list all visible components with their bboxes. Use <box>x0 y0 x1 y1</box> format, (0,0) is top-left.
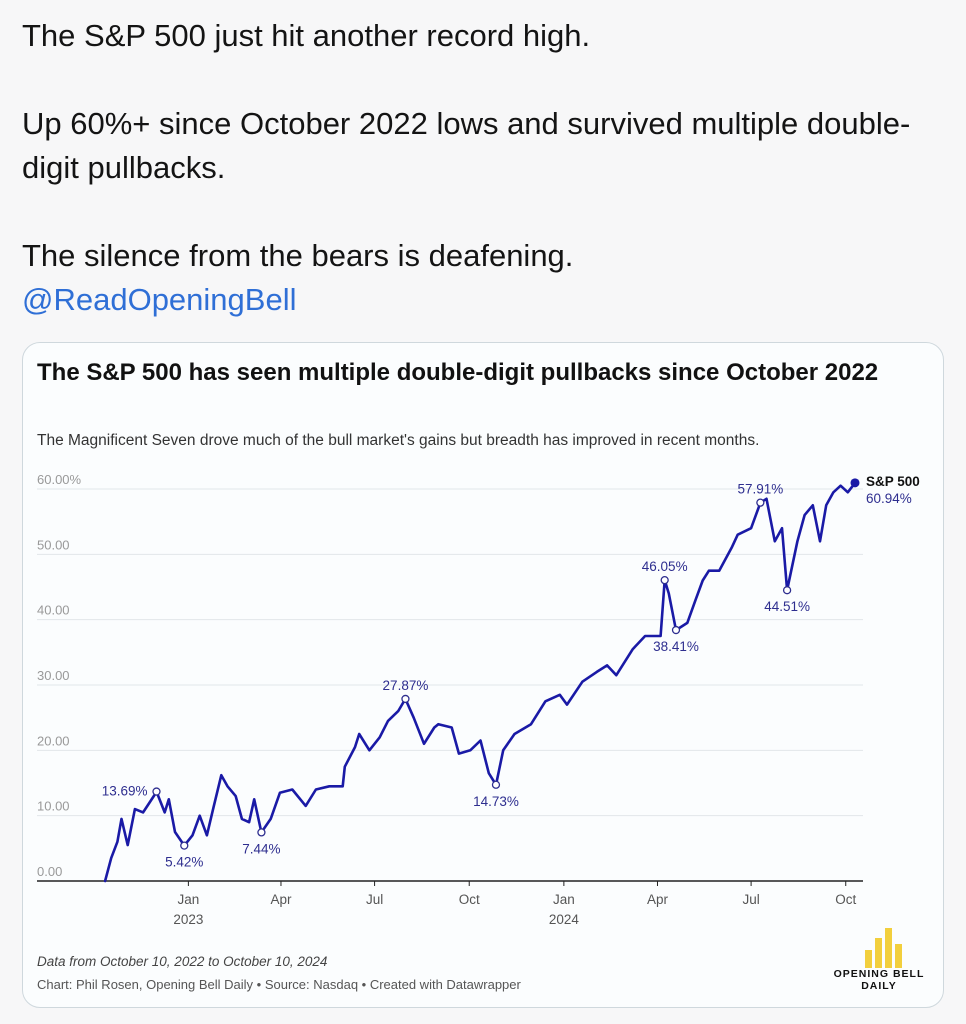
annotation-marker <box>491 780 501 789</box>
y-tick-label: 30.00 <box>37 668 70 683</box>
x-tick-sublabel: 2024 <box>549 912 580 927</box>
chart-note: Data from October 10, 2022 to October 10… <box>37 954 328 969</box>
annotation-marker <box>756 498 765 507</box>
x-tick-label: Apr <box>647 892 669 907</box>
annotation-label: 14.73% <box>473 794 519 809</box>
tweet-line-3: The silence from the bears is deafening. <box>22 238 574 273</box>
x-tick-label: Oct <box>459 892 480 907</box>
x-tick-label: Jul <box>742 892 759 907</box>
annotation-label: 27.87% <box>383 678 429 693</box>
annotation-marker <box>671 625 681 635</box>
chart-card[interactable]: The S&P 500 has seen multiple double-dig… <box>22 342 944 1008</box>
chart-plot: 0.00 10.00 20.00 30.00 40.00 50.00 60.00% Jan 20… <box>37 472 920 927</box>
logo-text-line2: DAILY <box>861 980 897 992</box>
series-line <box>103 481 857 883</box>
y-tick-label: 40.00 <box>37 603 70 618</box>
x-tick-label: Jan <box>177 892 199 907</box>
chart-subtitle: The Magnificent Seven drove much of the … <box>37 432 760 449</box>
annotation-marker <box>257 828 266 837</box>
logo-bar <box>875 938 882 968</box>
series-end-marker <box>850 478 860 488</box>
x-tick-label: Jan <box>553 892 575 907</box>
annotation-marker <box>782 586 792 595</box>
tweet-text: The S&P 500 just hit another record high… <box>22 14 952 322</box>
logo-bar <box>895 944 902 968</box>
logo-text-line1: OPENING BELL <box>833 968 925 980</box>
series-end-value: 60.94% <box>866 491 912 506</box>
tweet-line-1: The S&P 500 just hit another record high… <box>22 18 591 53</box>
series-name-label: S&P 500 <box>866 474 920 489</box>
tweet-line-2: Up 60%+ since October 2022 lows and surv… <box>22 106 911 185</box>
logo-bar <box>885 928 892 968</box>
chart-title: The S&P 500 has seen multiple double-dig… <box>37 359 879 386</box>
logo-bar <box>865 950 872 968</box>
annotation-label: 57.91% <box>737 482 783 497</box>
y-tick-label: 60.00% <box>37 472 82 487</box>
chart-source: Chart: Phil Rosen, Opening Bell Daily • … <box>37 977 521 992</box>
x-tick-label: Apr <box>270 892 292 907</box>
annotation-label: 13.69% <box>102 784 148 799</box>
annotation-label: 46.05% <box>642 559 688 574</box>
annotation-marker <box>152 787 161 796</box>
y-tick-label: 50.00 <box>37 537 70 552</box>
x-tick-label: Jul <box>366 892 383 907</box>
x-tick-sublabel: 2023 <box>173 912 203 927</box>
opening-bell-logo: OPENING BELL DAILY <box>829 928 929 998</box>
x-tick-label: Oct <box>835 892 856 907</box>
annotation-label: 5.42% <box>165 855 203 870</box>
mention-link[interactable]: @ReadOpeningBell <box>22 282 297 317</box>
annotation-marker <box>660 575 669 585</box>
annotation-label: 38.41% <box>653 639 699 654</box>
bars-logo-icon <box>865 928 902 968</box>
y-tick-label: 0.00 <box>37 864 62 879</box>
annotation-marker <box>401 694 410 704</box>
annotation-label: 7.44% <box>242 841 280 856</box>
y-tick-label: 20.00 <box>37 733 70 748</box>
annotation-marker <box>180 841 189 850</box>
y-tick-label: 10.00 <box>37 799 70 814</box>
annotation-label: 44.51% <box>764 599 810 614</box>
